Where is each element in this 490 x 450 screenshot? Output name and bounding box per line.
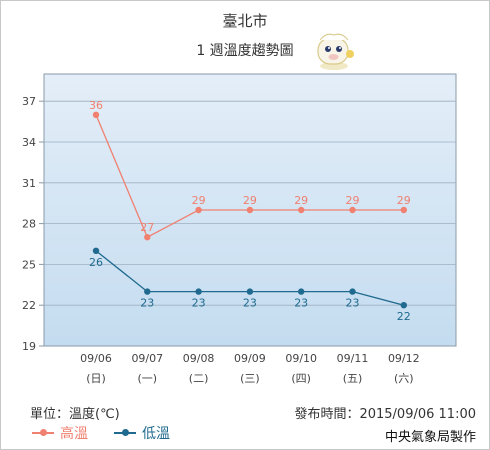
x-weekday-label: (四)	[291, 372, 311, 385]
data-point-low	[92, 247, 100, 254]
x-weekday-label: (五)	[343, 372, 363, 385]
chart-subtitle: 1 週溫度趨勢圖	[196, 43, 294, 59]
chart-legend: 高溫 低溫	[32, 423, 170, 443]
legend-swatch-low	[114, 426, 136, 440]
data-point-high	[92, 111, 100, 119]
data-label-high: 29	[294, 194, 308, 207]
x-tick-label: 09/08	[183, 352, 215, 365]
data-point-low	[144, 288, 151, 295]
x-tick-label: 09/11	[337, 352, 369, 365]
data-point-high	[144, 234, 151, 241]
y-tick-label: 25	[22, 258, 36, 271]
data-point-low	[195, 288, 202, 295]
y-tick-label: 22	[22, 299, 36, 312]
series-high: 36 27 29 29 29 29 29	[89, 99, 411, 241]
issued-time: 發布時間：2015/09/06 11:00	[294, 407, 476, 422]
x-tick-label: 09/10	[285, 352, 317, 365]
x-tick-label: 09/09	[234, 352, 266, 365]
data-point-high	[195, 206, 202, 214]
data-label-low: 23	[294, 297, 308, 310]
x-weekday-label: (二)	[189, 372, 209, 385]
data-point-low	[400, 302, 407, 309]
data-point-low	[349, 288, 356, 295]
x-weekday-label: (日)	[86, 372, 106, 385]
data-point-low	[246, 288, 254, 295]
data-label-high: 29	[397, 194, 411, 207]
data-point-high	[298, 206, 305, 214]
data-label-low: 23	[192, 297, 206, 310]
y-tick-label: 34	[22, 136, 36, 149]
legend-swatch-high	[32, 426, 54, 440]
y-tick-label: 31	[22, 177, 36, 190]
data-label-low: 23	[346, 297, 360, 310]
data-label-high: 27	[140, 221, 154, 234]
y-tick-label: 37	[22, 95, 36, 108]
x-weekday-label: (六)	[394, 372, 414, 385]
weather-mascot-icon	[317, 33, 354, 70]
x-weekday-label: (一)	[138, 372, 158, 385]
data-label-high: 29	[192, 194, 206, 207]
data-point-high	[349, 206, 356, 214]
data-label-high: 36	[89, 99, 103, 112]
temperature-line-chart: 19 22 25 28 31 34 37 09/06 (日) 09/07 (一) 09/08 (二) 0…	[22, 73, 457, 385]
data-label-high: 29	[346, 194, 360, 207]
data-point-low	[298, 288, 305, 295]
legend-item-low[interactable]: 低溫	[114, 423, 170, 443]
unit-label: 單位：溫度(℃)	[30, 407, 120, 422]
legend-label-low: 低溫	[142, 426, 170, 442]
y-tick-label: 28	[22, 218, 36, 231]
x-tick-label: 09/12	[388, 352, 420, 365]
legend-label-high: 高溫	[60, 426, 88, 442]
legend-item-high[interactable]: 高溫	[32, 423, 88, 443]
data-label-low: 26	[89, 256, 103, 269]
data-label-low: 23	[243, 297, 257, 310]
data-point-high	[400, 206, 407, 214]
data-label-low: 23	[140, 297, 154, 310]
data-label-low: 22	[397, 310, 411, 323]
series-low: 26 23 23 23 23 23 22	[89, 247, 411, 323]
x-tick-label: 09/07	[131, 352, 163, 365]
y-tick-label: 19	[22, 340, 36, 353]
x-weekday-label: (三)	[240, 372, 260, 385]
data-label-high: 29	[243, 194, 257, 207]
data-point-high	[246, 206, 254, 214]
x-tick-label: 09/06	[80, 352, 112, 365]
credit-label: 中央氣象局製作	[384, 430, 476, 445]
chart-title: 臺北市	[222, 12, 268, 30]
